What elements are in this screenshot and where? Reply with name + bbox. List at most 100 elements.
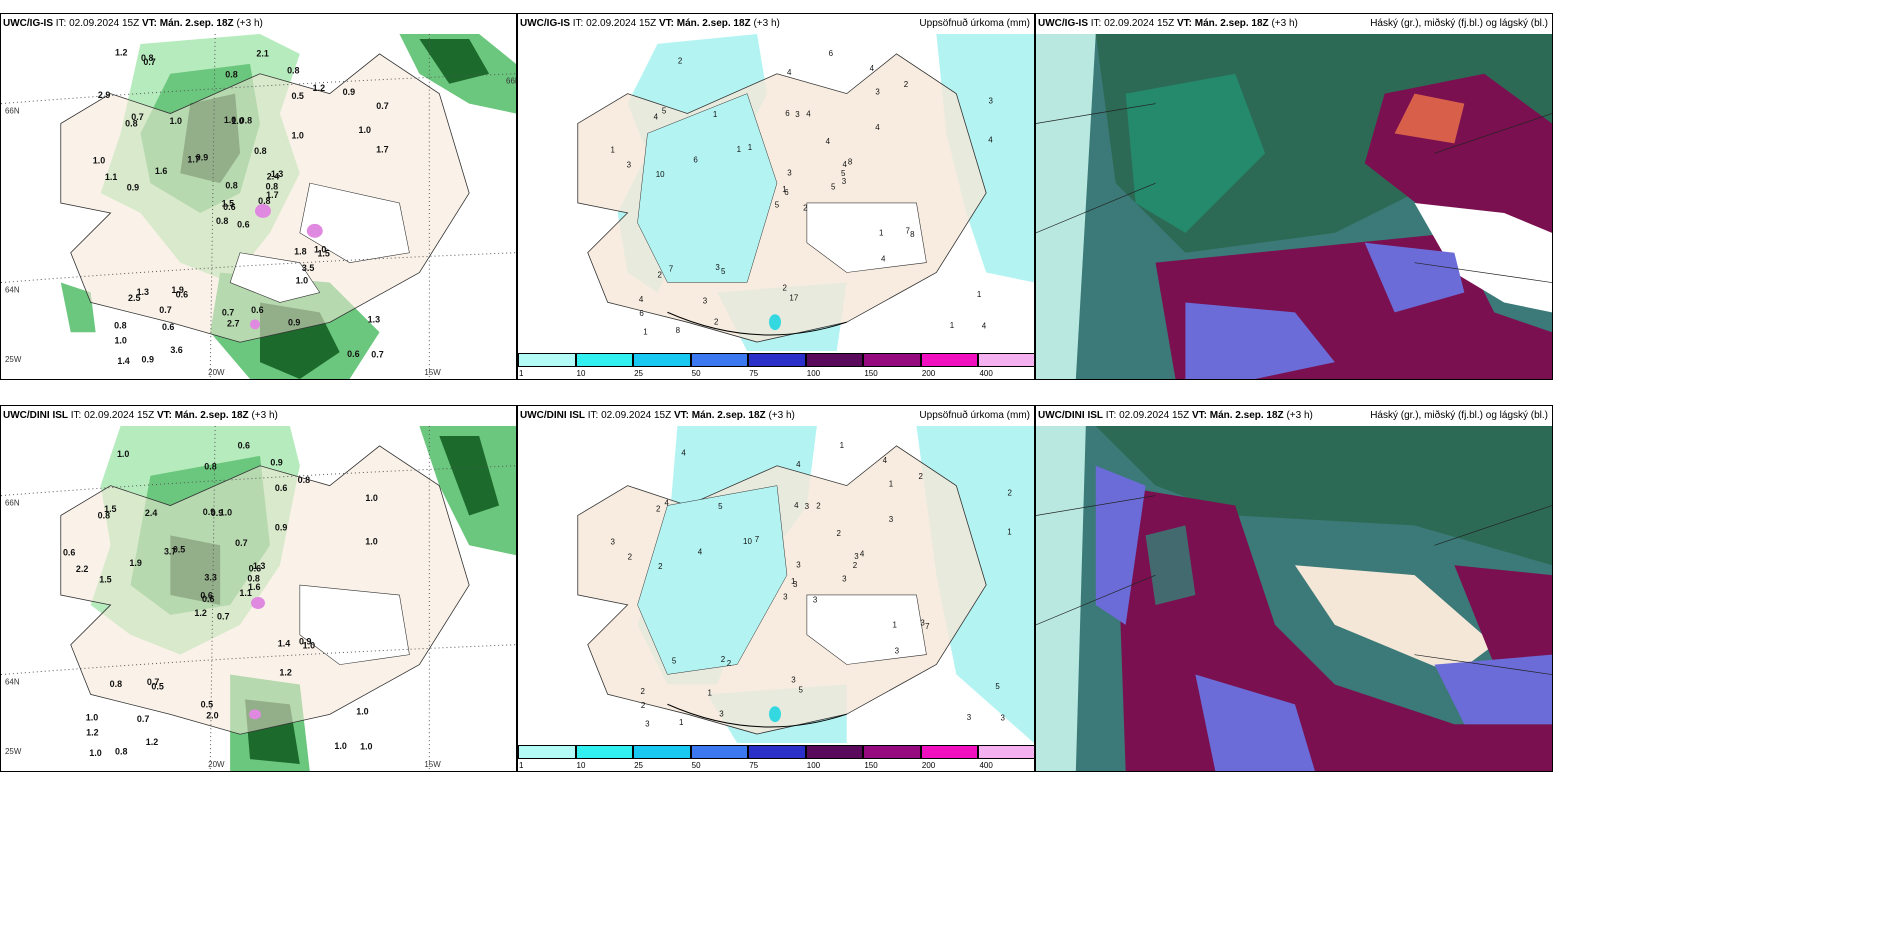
panel-dini-accum-precip: UWC/DINI ISL IT: 02.09.2024 15Z VT: Mán.… xyxy=(517,405,1035,772)
forecast-step: (+3 h) xyxy=(1271,18,1298,29)
value-label: 3 xyxy=(703,297,708,306)
value-label: 0.8 xyxy=(204,462,216,472)
value-label: 4 xyxy=(665,498,670,507)
value-label: 1.0 xyxy=(291,130,303,140)
init-time: IT: 02.09.2024 15Z xyxy=(1105,410,1190,421)
panel-header: UWC/IG-IS IT: 02.09.2024 15Z VT: Mán. 2.… xyxy=(518,14,1034,34)
init-time: IT: 02.09.2024 15Z xyxy=(70,410,155,421)
value-label: 7 xyxy=(925,622,930,631)
value-label: 1.3 xyxy=(271,169,283,179)
value-label: 1 xyxy=(737,145,742,154)
value-label: 0.5 xyxy=(151,681,163,691)
value-label: 3.5 xyxy=(302,263,314,273)
value-label: 3 xyxy=(813,595,818,604)
value-label: 3 xyxy=(793,580,798,589)
lon-label: 15W xyxy=(424,368,441,377)
value-label: 0.5 xyxy=(173,544,185,554)
value-label: 0.8 xyxy=(216,216,228,226)
value-label: 0.5 xyxy=(291,91,303,101)
colorbar-tick: 150 xyxy=(864,761,878,770)
accum-value-labels: 2464454435241035486471633885431412312311… xyxy=(610,49,993,337)
value-label: 0.7 xyxy=(159,305,171,315)
value-label: 5 xyxy=(721,267,726,276)
colorbar-swatch xyxy=(920,745,979,759)
panel-dini-precip-rate: UWC/DINI ISL IT: 02.09.2024 15Z VT: Mán.… xyxy=(0,405,517,772)
value-label: 0.9 xyxy=(203,507,215,517)
value-label: 3.3 xyxy=(204,573,216,583)
value-label: 5 xyxy=(799,685,804,694)
value-label: 0.6 xyxy=(200,591,212,601)
value-label: 5 xyxy=(841,169,846,178)
value-label: 5 xyxy=(672,657,677,666)
value-label: 1.0 xyxy=(359,125,371,135)
value-label: 0.6 xyxy=(202,594,214,604)
map-area[interactable] xyxy=(1036,426,1552,771)
colorbar-tick: 200 xyxy=(921,761,936,770)
value-label: 3 xyxy=(854,552,859,561)
value-label: 5 xyxy=(662,106,667,115)
value-label: 1 xyxy=(840,441,845,450)
colorbar-swatch xyxy=(863,745,921,759)
colorbar: 1 10 25 50 75 100 150 200 400 xyxy=(518,351,1034,379)
colorbar-tick: 100 xyxy=(806,369,821,378)
value-label: 1.5 xyxy=(317,249,329,259)
value-label: 8 xyxy=(910,230,915,239)
value-label: 1.0 xyxy=(356,707,368,717)
value-label: 1.0 xyxy=(231,116,243,126)
value-label: 0.9 xyxy=(270,457,282,467)
precip-map-svg: 66N 66N 64N 25W 20W 15W 0.60.80.60.82.40… xyxy=(1,34,516,379)
value-label: 5 xyxy=(995,682,1000,691)
value-label: 0.7 xyxy=(137,714,149,724)
colorbar-tick: 400 xyxy=(979,369,993,378)
value-label: 10 xyxy=(656,170,665,179)
value-label: 0.8 xyxy=(298,475,310,485)
value-label: 4 xyxy=(806,110,811,119)
panel-igis-accum-precip: UWC/IG-IS IT: 02.09.2024 15Z VT: Mán. 2.… xyxy=(517,13,1035,380)
accum-value-labels: 3232324213432233142572134744211133522353… xyxy=(611,441,1013,729)
colorbar-tick: 50 xyxy=(691,369,701,378)
map-area[interactable]: 66N 64N 25W 20W 15W 0.7 0.8 0.6 1.0 0.6 0.5 0.… xyxy=(1,426,516,771)
value-label: 1 xyxy=(713,110,718,119)
map-area[interactable]: 66N 66N 64N 25W 20W 15W 0.60.80.60.82.40… xyxy=(1,34,516,379)
value-label: 1.3 xyxy=(253,561,265,571)
value-label: 1 xyxy=(679,718,684,727)
value-label: 6 xyxy=(829,49,834,58)
value-label: 4 xyxy=(794,501,799,510)
value-label: 0.8 xyxy=(247,573,259,583)
value-label: 4 xyxy=(881,254,886,263)
value-label: 0.6 xyxy=(275,483,287,493)
init-time: IT: 02.09.2024 15Z xyxy=(587,410,672,421)
value-label: 1.2 xyxy=(115,48,127,58)
lon-label: 25W xyxy=(5,355,22,364)
colorbar-swatch xyxy=(690,745,749,759)
map-area[interactable] xyxy=(1036,34,1552,379)
value-label: 3 xyxy=(645,719,650,728)
field-title: Háský (gr.), miðský (fj.bl.) og lágský (… xyxy=(1370,410,1548,421)
precip-value-labels: 0.60.80.60.82.40.60.80.80.50.80.70.70.90… xyxy=(93,48,389,367)
value-label: 0.7 xyxy=(222,308,234,318)
colorbar-swatch xyxy=(633,353,691,367)
value-label: 10 xyxy=(743,537,752,546)
panel-header: UWC/IG-IS IT: 02.09.2024 15Z VT: Mán. 2.… xyxy=(1,14,516,34)
value-label: 17 xyxy=(789,293,798,302)
value-label: 3 xyxy=(787,169,792,178)
init-time: IT: 02.09.2024 15Z xyxy=(1090,18,1175,29)
value-label: 3 xyxy=(796,561,801,570)
value-label: 3 xyxy=(719,710,724,719)
colorbar: 1 10 25 50 75 100 150 200 400 xyxy=(518,743,1034,771)
value-label: 0.8 xyxy=(225,70,237,80)
valid-time: VT: Mán. 2.sep. 18Z xyxy=(673,410,766,421)
map-area[interactable]: 2 4 6 4 4 5 4 4 3 5 2 4 10 3 5 4 8 6 4 7 1 6 3 3 8 8 5 4 3 1 4 1 2 3 1 2 3 1 1… xyxy=(518,34,1034,351)
value-label: 4 xyxy=(681,448,686,457)
value-label: 1 xyxy=(610,146,615,155)
value-label: 4 xyxy=(875,123,880,132)
value-label: 1.2 xyxy=(146,737,158,747)
colorbar-tick: 150 xyxy=(864,369,878,378)
forecast-step: (+3 h) xyxy=(251,410,278,421)
value-label: 2 xyxy=(656,504,661,513)
value-label: 2 xyxy=(641,701,646,710)
value-label: 4 xyxy=(796,460,801,469)
value-label: 8 xyxy=(848,158,853,167)
value-label: 0.6 xyxy=(223,202,235,212)
